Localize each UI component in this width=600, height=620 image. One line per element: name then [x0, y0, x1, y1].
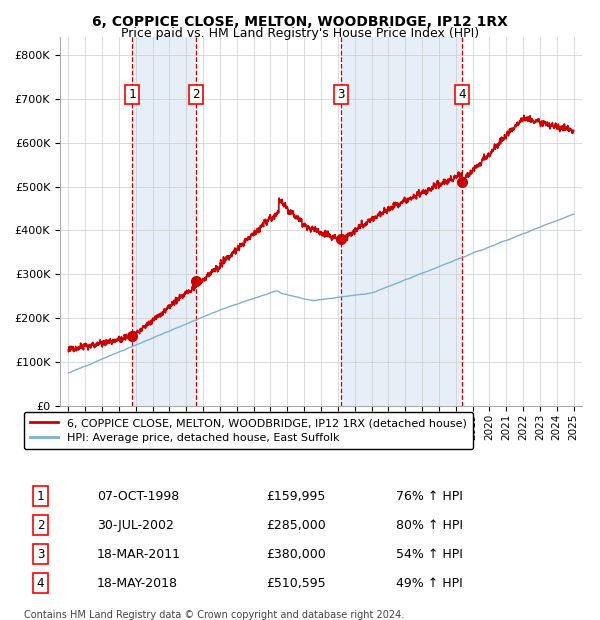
Text: 30-JUL-2002: 30-JUL-2002 — [97, 518, 174, 531]
Text: 4: 4 — [458, 88, 466, 101]
Text: 3: 3 — [338, 88, 345, 101]
Text: 54% ↑ HPI: 54% ↑ HPI — [396, 547, 463, 560]
Text: 1: 1 — [128, 88, 136, 101]
Text: 3: 3 — [37, 547, 44, 560]
Text: £510,595: £510,595 — [266, 577, 326, 590]
Text: 6, COPPICE CLOSE, MELTON, WOODBRIDGE, IP12 1RX: 6, COPPICE CLOSE, MELTON, WOODBRIDGE, IP… — [92, 16, 508, 30]
Text: £159,995: £159,995 — [266, 490, 326, 503]
Bar — [341, 37, 462, 406]
Text: 80% ↑ HPI: 80% ↑ HPI — [396, 518, 463, 531]
Text: 2: 2 — [37, 518, 44, 531]
Text: 1: 1 — [37, 490, 44, 503]
Text: 2: 2 — [193, 88, 200, 101]
Bar — [132, 37, 196, 406]
Text: Price paid vs. HM Land Registry's House Price Index (HPI): Price paid vs. HM Land Registry's House … — [121, 27, 479, 40]
Text: Contains HM Land Registry data © Crown copyright and database right 2024.
This d: Contains HM Land Registry data © Crown c… — [23, 609, 404, 620]
Legend: 6, COPPICE CLOSE, MELTON, WOODBRIDGE, IP12 1RX (detached house), HPI: Average pr: 6, COPPICE CLOSE, MELTON, WOODBRIDGE, IP… — [23, 412, 473, 450]
Text: 49% ↑ HPI: 49% ↑ HPI — [396, 577, 463, 590]
Text: £285,000: £285,000 — [266, 518, 326, 531]
Text: 07-OCT-1998: 07-OCT-1998 — [97, 490, 179, 503]
Text: 18-MAR-2011: 18-MAR-2011 — [97, 547, 181, 560]
Text: 4: 4 — [37, 577, 44, 590]
Text: 76% ↑ HPI: 76% ↑ HPI — [396, 490, 463, 503]
Text: 18-MAY-2018: 18-MAY-2018 — [97, 577, 178, 590]
Text: £380,000: £380,000 — [266, 547, 326, 560]
